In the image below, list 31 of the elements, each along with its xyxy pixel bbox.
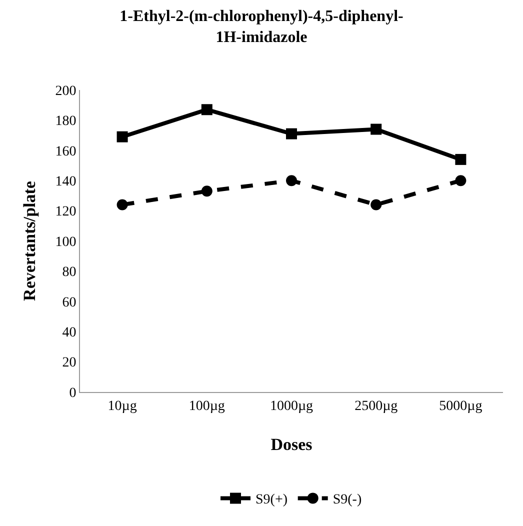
y-axis-title: Revertants/plate xyxy=(20,180,39,301)
point xyxy=(455,175,466,186)
point xyxy=(201,186,212,197)
x-tick-label: 100µg xyxy=(188,398,225,414)
y-tick-label: 40 xyxy=(62,326,76,340)
y-tick-label: 0 xyxy=(69,386,76,401)
point xyxy=(116,199,128,210)
y-tick-label: 60 xyxy=(62,295,76,310)
point xyxy=(370,124,382,135)
point xyxy=(201,104,212,116)
y-tick-label: 140 xyxy=(55,174,76,190)
y-tick-label: 80 xyxy=(62,265,76,280)
legend-label: S9(-) xyxy=(332,492,362,508)
y-tick-label: 200 xyxy=(55,84,76,99)
y-tick-label: 120 xyxy=(55,204,76,220)
y-tick-label: 20 xyxy=(62,356,76,371)
x-tick-label: 5000µg xyxy=(439,398,482,414)
chart-title: 1-Ethyl-2-(m-chlorophenyl)-4,5-diphenyl- 1H-imidazole xyxy=(120,8,404,46)
point xyxy=(116,131,128,142)
x-tick-label: 2500µg xyxy=(354,398,398,414)
x-axis-title: Doses xyxy=(270,435,313,454)
point xyxy=(370,199,382,210)
point xyxy=(455,154,466,165)
y-tick-label: 160 xyxy=(55,144,76,160)
y-tick-label: 100 xyxy=(55,234,76,250)
point xyxy=(286,175,297,186)
point xyxy=(286,128,297,140)
x-tick-label: 1000µg xyxy=(270,398,314,414)
legend-label: S9(+) xyxy=(256,492,288,508)
x-tick-label: 10µg xyxy=(108,398,137,414)
y-tick-label: 180 xyxy=(55,114,76,130)
